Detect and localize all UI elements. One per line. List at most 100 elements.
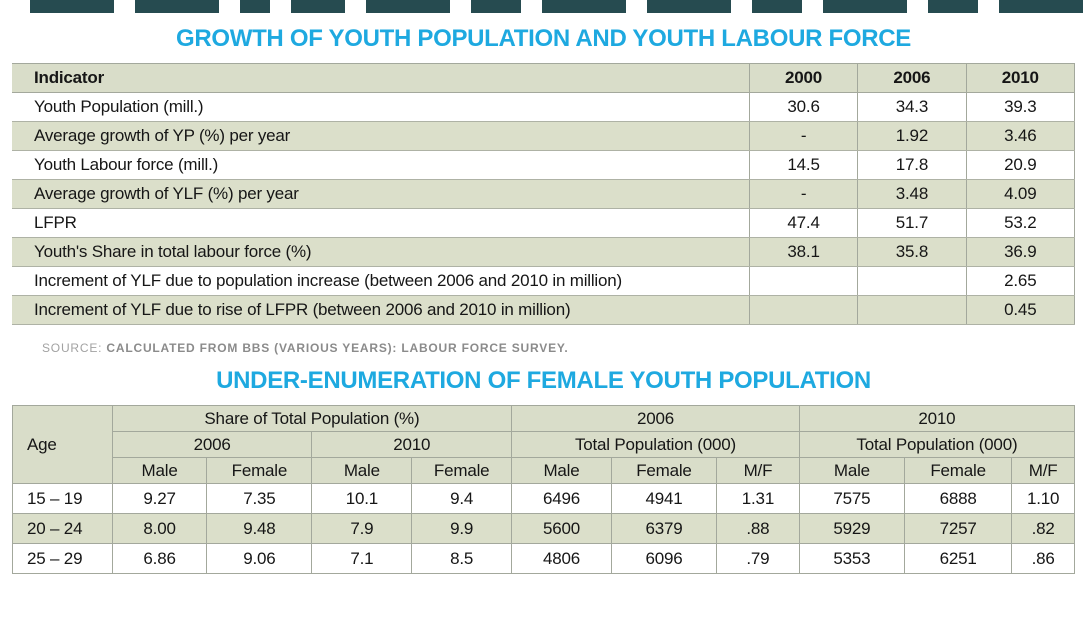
row-label: 15 – 19	[12, 483, 113, 514]
subcolumn-header: Male	[111, 457, 208, 484]
table-row: Average growth of YLF (%) per year -3.48 4…	[12, 179, 1076, 209]
cell-value: -	[748, 179, 858, 209]
column-header-indicator: Indicator	[12, 63, 750, 93]
group-header-pop-2010: 2010	[798, 405, 1076, 432]
growth-table-wrap: Indicator 2000 2006 2010 Youth Populatio…	[0, 63, 1087, 355]
cell-value: 7575	[798, 483, 905, 514]
cell-value: 20.9	[965, 150, 1076, 180]
growth-table-title: GROWTH OF YOUTH POPULATION AND YOUTH LAB…	[175, 25, 912, 52]
top-edge-marks	[0, 0, 1087, 13]
table-row: LFPR 47.4 51.7 53.2	[12, 208, 1076, 238]
cell-value: 53.2	[965, 208, 1076, 238]
top-edge-mark	[135, 0, 219, 13]
growth-table: Indicator 2000 2006 2010 Youth Populatio…	[12, 63, 1076, 325]
cell-value: 6251	[903, 543, 1013, 574]
row-label: LFPR	[12, 208, 750, 238]
table-row: Increment of YLF due to population incre…	[12, 266, 1076, 296]
subcolumn-header: Female	[411, 457, 513, 484]
total-pop-label-2006: Total Population (000)	[511, 431, 800, 458]
cell-value: 7.35	[206, 483, 313, 514]
cell-value: 5600	[511, 513, 612, 544]
row-label: Average growth of YLF (%) per year	[12, 179, 750, 209]
top-edge-mark	[752, 0, 802, 13]
cell-value: 1.10	[1011, 483, 1075, 514]
share-year-2010: 2010	[311, 431, 513, 458]
enum-header-row-3: Male Female Male Female Male Female M/F …	[13, 457, 1075, 484]
subcolumn-header: M/F	[716, 457, 800, 484]
group-header-share: Share of Total Population (%)	[111, 405, 513, 432]
cell-value	[857, 266, 967, 296]
cell-value: 7257	[903, 513, 1013, 544]
cell-value: 6379	[610, 513, 718, 544]
top-edge-mark	[647, 0, 731, 13]
column-header-2010: 2010	[965, 63, 1076, 93]
top-edge-mark	[999, 0, 1083, 13]
cell-value: 9.06	[206, 543, 313, 574]
row-label: Increment of YLF due to rise of LFPR (be…	[12, 295, 750, 325]
top-edge-mark	[240, 0, 270, 13]
top-edge-mark	[30, 0, 114, 13]
cell-value: .86	[1011, 543, 1075, 574]
table-row: 15 – 19 9.27 7.35 10.1 9.4 6496 4941 1.31 7575 68…	[12, 483, 1075, 514]
cell-value: 30.6	[748, 92, 858, 122]
top-edge-mark	[542, 0, 626, 13]
cell-value: 5929	[798, 513, 905, 544]
enum-table-body: 15 – 19 9.27 7.35 10.1 9.4 6496 4941 1.31 7575 68…	[12, 483, 1075, 574]
cell-value: 3.48	[857, 179, 967, 209]
cell-value: 4.09	[965, 179, 1076, 209]
table-row: Increment of YLF due to rise of LFPR (be…	[12, 295, 1076, 325]
cell-value: 6888	[903, 483, 1013, 514]
cell-value	[748, 266, 858, 296]
cell-value: 3.46	[965, 121, 1076, 151]
table-row: 20 – 24 8.00 9.48 7.9 9.9 5600 6379.88 5929 7257…	[12, 513, 1075, 544]
cell-value: 8.00	[111, 513, 208, 544]
subcolumn-header: Male	[798, 457, 905, 484]
table-row: Average growth of YP (%) per year -1.92 3.…	[12, 121, 1076, 151]
cell-value: 7.1	[311, 543, 413, 574]
cell-value: 4941	[610, 483, 718, 514]
cell-value: 9.27	[111, 483, 208, 514]
total-pop-label-2010: Total Population (000)	[798, 431, 1076, 458]
subcolumn-header: M/F	[1011, 457, 1075, 484]
cell-value: 14.5	[748, 150, 858, 180]
subcolumn-header: Male	[311, 457, 413, 484]
cell-value: 10.1	[311, 483, 413, 514]
enumeration-table-title: UNDER-ENUMERATION OF FEMALE YOUTH POPULA…	[216, 367, 871, 394]
row-label: Average growth of YP (%) per year	[12, 121, 750, 151]
table-row: Youth's Share in total labour force (%) 3…	[12, 237, 1076, 267]
cell-value: .88	[716, 513, 800, 544]
cell-value: 9.9	[411, 513, 513, 544]
group-header-pop-2006: 2006	[511, 405, 800, 432]
row-label: Youth Population (mill.)	[12, 92, 750, 122]
table-row: Youth Population (mill.) 30.6 34.3 39.3	[12, 92, 1076, 122]
source-text: CALCULATED FROM BBS (VARIOUS YEARS): LAB…	[106, 341, 569, 355]
enum-header-row-2: 2006 2010 Total Population (000) Total P…	[13, 431, 1076, 458]
cell-value: 36.9	[965, 237, 1076, 267]
cell-value: 6.86	[111, 543, 208, 574]
cell-value: 34.3	[857, 92, 967, 122]
cell-value: 5353	[798, 543, 905, 574]
cell-value: 2.65	[965, 266, 1076, 296]
cell-value: .79	[716, 543, 800, 574]
growth-table-header-row: Indicator 2000 2006 2010	[12, 63, 1076, 93]
cell-value: 38.1	[748, 237, 858, 267]
cell-value: 47.4	[748, 208, 858, 238]
subcolumn-header: Female	[206, 457, 313, 484]
cell-value: 4806	[511, 543, 612, 574]
cell-value: 8.5	[411, 543, 513, 574]
cell-value: 1.92	[857, 121, 967, 151]
cell-value: -	[748, 121, 858, 151]
cell-value: 7.9	[311, 513, 413, 544]
column-header-2000: 2000	[748, 63, 858, 93]
cell-value: 0.45	[965, 295, 1076, 325]
enumeration-table-wrap: Age Share of Total Population (%) 2006 2…	[0, 405, 1087, 574]
table-row: 25 – 29 6.86 9.06 7.1 8.5 4806 6096.79 5353 6251…	[12, 543, 1075, 574]
share-year-2006: 2006	[111, 431, 313, 458]
cell-value: 6496	[511, 483, 612, 514]
row-label: 20 – 24	[12, 513, 113, 544]
cell-value: 17.8	[857, 150, 967, 180]
cell-value: .82	[1011, 513, 1075, 544]
subcolumn-header: Male	[511, 457, 612, 484]
top-edge-mark	[928, 0, 978, 13]
source-label: SOURCE:	[42, 341, 103, 355]
